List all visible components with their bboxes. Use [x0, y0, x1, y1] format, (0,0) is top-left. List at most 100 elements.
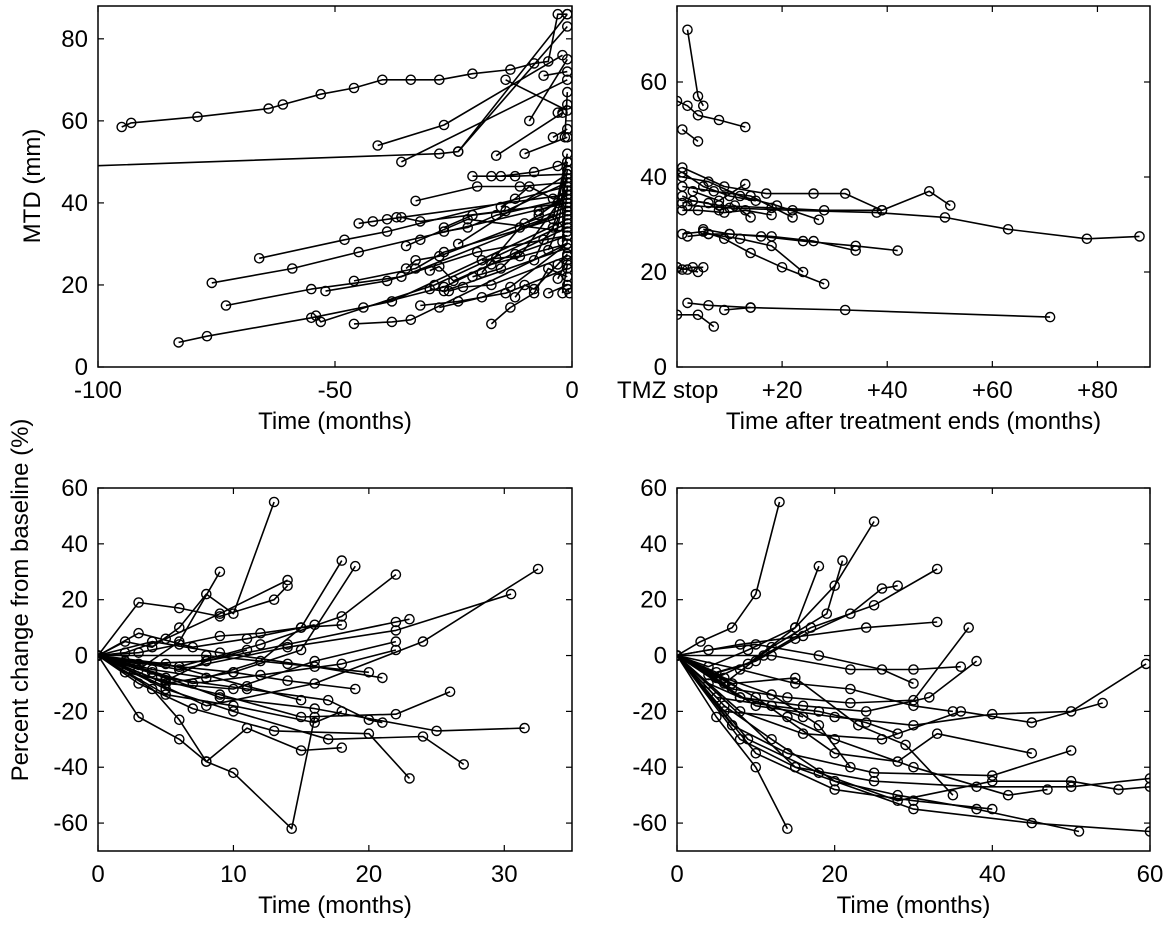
series-line — [415, 181, 568, 202]
data-point — [433, 74, 445, 86]
data-point — [490, 150, 502, 161]
data-point — [1065, 706, 1077, 717]
data-point — [410, 195, 421, 207]
data-point — [509, 248, 521, 260]
data-point — [1134, 231, 1145, 242]
series-line — [443, 198, 568, 233]
data-point — [201, 330, 213, 342]
data-point — [505, 588, 517, 600]
series-line — [681, 166, 883, 212]
data-point — [808, 188, 819, 199]
x-tick-label: 40 — [979, 861, 1006, 888]
data-point — [963, 622, 975, 633]
data-point — [505, 64, 516, 75]
data-point — [390, 616, 402, 628]
data-point — [295, 622, 307, 633]
data-point — [528, 166, 540, 178]
data-point — [377, 717, 388, 728]
data-point — [766, 202, 777, 214]
data-point — [433, 261, 445, 272]
data-point — [241, 683, 253, 695]
data-point — [119, 667, 131, 678]
data-point — [424, 265, 436, 276]
data-point — [187, 641, 199, 653]
data-point — [726, 622, 738, 633]
data-point — [187, 678, 199, 689]
data-point — [871, 207, 883, 218]
data-point — [860, 706, 872, 717]
data-point — [734, 664, 746, 675]
data-point — [315, 88, 327, 100]
data-point — [850, 245, 862, 256]
data-point — [692, 204, 704, 216]
series-line — [98, 13, 568, 167]
data-point — [519, 218, 530, 229]
data-point — [839, 188, 851, 199]
y-tick-label: 20 — [61, 272, 88, 299]
data-point — [206, 277, 218, 289]
data-point — [987, 770, 998, 781]
series-line — [528, 58, 568, 122]
data-point — [160, 689, 171, 700]
data-point — [467, 68, 478, 79]
data-point — [282, 580, 293, 592]
data-point — [214, 689, 226, 700]
data-point — [557, 236, 568, 248]
series-line — [358, 193, 568, 225]
series-line — [564, 92, 569, 138]
data-point — [173, 337, 184, 348]
data-point — [931, 563, 943, 575]
data-point — [119, 655, 131, 667]
data-point — [495, 263, 507, 274]
data-point — [348, 82, 360, 94]
series-line — [687, 204, 1140, 240]
x-tick-label: +60 — [972, 377, 1013, 404]
data-point — [339, 234, 350, 246]
data-point — [745, 190, 756, 202]
series-line — [353, 214, 568, 282]
series-line — [677, 654, 804, 718]
data-point — [787, 212, 798, 223]
series-line — [677, 654, 1150, 802]
data-point — [286, 263, 298, 274]
data-point — [790, 672, 801, 684]
data-point — [433, 148, 445, 159]
data-point — [703, 228, 714, 240]
data-point — [467, 271, 478, 283]
data-point — [924, 185, 935, 197]
data-point — [377, 672, 388, 684]
data-point — [348, 318, 360, 330]
y-tick-label: -40 — [53, 754, 88, 781]
data-point — [829, 734, 841, 745]
series-line — [677, 584, 898, 674]
data-point — [476, 254, 488, 266]
series-line — [677, 654, 1048, 797]
data-point — [868, 775, 880, 787]
data-point — [947, 706, 959, 717]
data-point — [750, 748, 762, 759]
data-point — [336, 742, 348, 754]
data-point — [813, 650, 825, 661]
data-point — [547, 213, 559, 225]
data-point — [396, 271, 407, 283]
data-point — [987, 708, 998, 720]
series-line — [405, 206, 568, 270]
data-point — [868, 600, 880, 611]
data-point — [682, 231, 693, 242]
series-line — [98, 640, 383, 679]
series-line — [98, 560, 343, 679]
data-point — [797, 700, 809, 712]
data-point — [1026, 717, 1038, 728]
data-point — [813, 720, 825, 731]
chart-panel-mtd-before: -100 -50 0 0 20 40 60 80 Time (months) MTD (mm) — [19, 5, 579, 435]
data-point — [309, 661, 321, 673]
data-point — [282, 574, 293, 586]
data-point — [173, 714, 185, 726]
series-line — [98, 501, 275, 657]
data-point — [381, 275, 393, 287]
data-point — [892, 756, 904, 767]
x-tick-label: 60 — [1137, 861, 1164, 888]
data-point — [363, 728, 375, 740]
data-point — [268, 594, 280, 606]
